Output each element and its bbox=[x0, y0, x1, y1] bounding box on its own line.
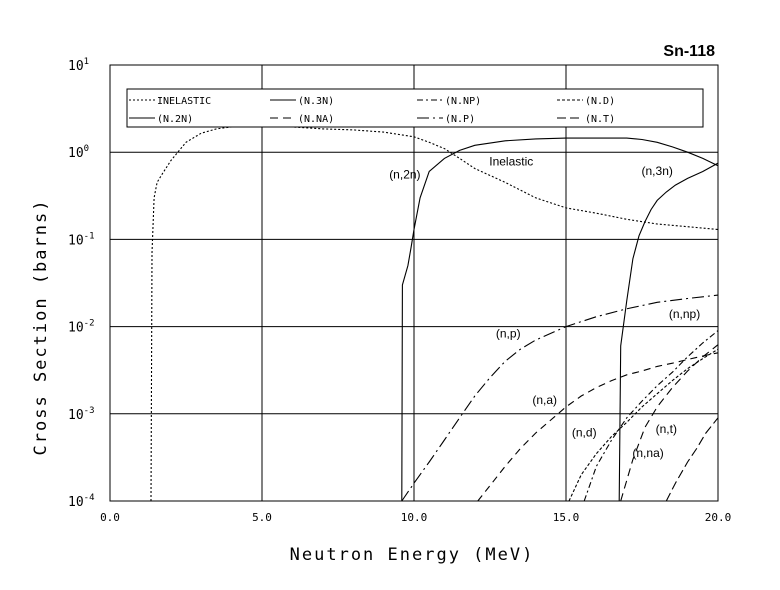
series-line-0 bbox=[150, 125, 719, 502]
legend-label-4: (N.2N) bbox=[157, 114, 193, 125]
curve-annotation-7: (n,t) bbox=[656, 422, 677, 436]
x-tick-label-3: 15.0 bbox=[553, 511, 580, 524]
curve-annotation-8: (n,na) bbox=[632, 446, 663, 460]
legend: INELASTIC (N.3N) (N.NP) (N.D) (N.2N) (N.NA) (N… bbox=[126, 88, 704, 128]
y-tick-label-4: 10-3 bbox=[68, 406, 95, 423]
curve-annotation-1: (n,2n) bbox=[389, 167, 420, 181]
curve-annotation-6: (n,d) bbox=[572, 425, 597, 439]
y-tick-label-3: 10-2 bbox=[68, 319, 95, 336]
x-tick-label-2: 10.0 bbox=[401, 511, 428, 524]
series-line-6 bbox=[568, 348, 719, 502]
x-tick-label-4: 20.0 bbox=[705, 511, 732, 524]
series-line-8 bbox=[665, 417, 719, 502]
series-line-1 bbox=[401, 137, 719, 502]
chart-title: Sn-118 bbox=[663, 43, 715, 60]
y-tick-label-0: 101 bbox=[68, 57, 89, 74]
plot-frame bbox=[109, 64, 719, 502]
legend-label-6: (N.P) bbox=[445, 114, 475, 125]
legend-label-3: (N.D) bbox=[585, 96, 615, 107]
curve-annotation-5: (n,a) bbox=[532, 393, 557, 407]
series-line-7 bbox=[477, 352, 719, 502]
legend-label-0: INELASTIC bbox=[157, 96, 211, 107]
y-axis-label: Cross Section (barns) bbox=[31, 199, 51, 456]
y-tick-label-1: 100 bbox=[68, 144, 89, 161]
curve-annotation-3: (n,np) bbox=[669, 307, 700, 321]
x-tick-labels: 0.0 5.0 10.0 15.0 20.0 bbox=[100, 511, 731, 524]
y-tick-label-5: 10-4 bbox=[68, 493, 95, 510]
legend-label-7: (N.T) bbox=[585, 114, 615, 125]
series-line-5 bbox=[401, 294, 719, 502]
legend-label-5: (N.NA) bbox=[298, 114, 334, 125]
curve-annotation-2: (n,3n) bbox=[642, 164, 673, 178]
y-tick-label-2: 10-1 bbox=[68, 231, 95, 248]
annotations: Inelastic (n,2n) (n,3n) (n,np) (n,p) (n,a) (n,… bbox=[389, 155, 700, 460]
grid-lines bbox=[110, 65, 718, 501]
series-line-2 bbox=[618, 162, 719, 502]
legend-label-2: (N.NP) bbox=[445, 96, 481, 107]
x-tick-label-1: 5.0 bbox=[252, 511, 272, 524]
curve-annotation-4: (n,p) bbox=[496, 326, 521, 340]
x-tick-label-0: 0.0 bbox=[100, 511, 120, 524]
curve-annotation-0: Inelastic bbox=[489, 155, 533, 169]
x-axis-label: Neutron Energy (MeV) bbox=[290, 545, 535, 565]
series-group bbox=[150, 125, 719, 502]
y-tick-labels: 101 100 10-1 10-2 10-3 10-4 bbox=[68, 57, 95, 510]
legend-box bbox=[126, 88, 704, 128]
series-line-4 bbox=[583, 330, 719, 502]
legend-label-1: (N.3N) bbox=[298, 96, 334, 107]
